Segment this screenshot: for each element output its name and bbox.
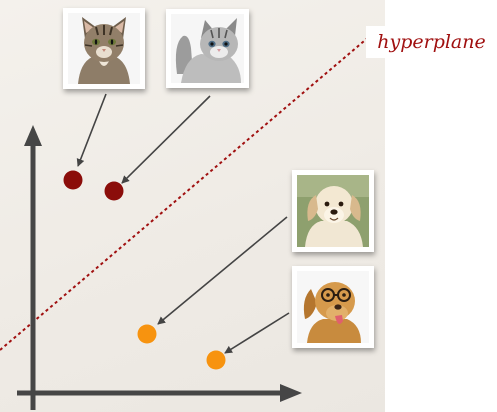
- cat-point: [104, 181, 124, 201]
- cat-photo-kitten: [166, 9, 249, 88]
- dog-point: [206, 350, 226, 370]
- puppy-icon: [297, 175, 369, 247]
- pointer-arrow: [157, 216, 288, 325]
- pointer-arrow: [224, 312, 290, 354]
- kitten-icon: [171, 14, 244, 83]
- hyperplane-line: [0, 35, 371, 351]
- dog-photo-retriever: [292, 266, 374, 348]
- tabby-cat-icon: [68, 13, 140, 84]
- dog-point: [137, 324, 157, 344]
- dog-photo-puppy: [292, 170, 374, 252]
- y-axis-arrowhead: [24, 125, 42, 146]
- pointer-arrow: [76, 93, 107, 167]
- x-axis-arrowhead: [280, 384, 302, 402]
- hyperplane-label: hyperplane: [366, 26, 497, 58]
- retriever-glasses-icon: [297, 271, 369, 343]
- cat-point: [63, 170, 83, 190]
- cat-photo-tabby: [63, 8, 145, 89]
- pointer-arrow: [121, 95, 211, 184]
